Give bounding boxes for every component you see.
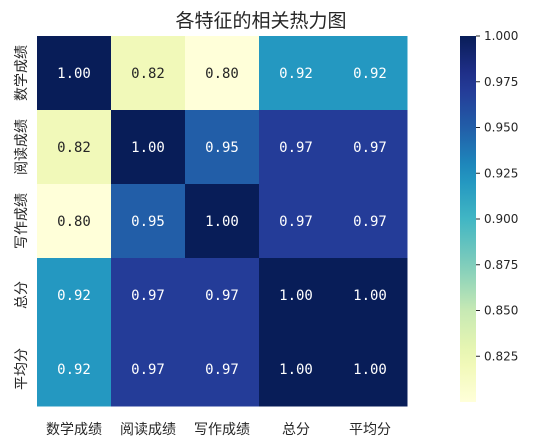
- y-tick-label: 写作成绩: [14, 193, 30, 249]
- heatmap-cell-r1-c4: [333, 110, 408, 185]
- y-tick-label: 总分: [14, 281, 30, 309]
- cell-value-label: 0.92: [279, 66, 313, 82]
- x-tick-label: 阅读成绩: [120, 421, 176, 438]
- cell-value-label: 0.97: [205, 362, 239, 378]
- heatmap-cell-r0-c0: [37, 36, 112, 111]
- heatmap-cell-r4-c1: [111, 332, 186, 407]
- colorbar-ticks: 0.825 0.850 0.875 0.900 0.925 0.950 0.975 1.000: [476, 29, 518, 363]
- cell-value-label: 0.82: [131, 66, 165, 82]
- colorbar-tick-label: 0.900: [484, 212, 518, 226]
- x-tick-label: 写作成绩: [194, 422, 250, 438]
- cell-value-label: 0.97: [279, 214, 313, 230]
- y-tick-label: 阅读成绩: [13, 119, 30, 175]
- cell-value-label: 0.97: [205, 288, 239, 304]
- cell-value-label: 0.82: [57, 140, 91, 156]
- x-tick-label: 数学成绩: [46, 422, 102, 438]
- colorbar-gradient: [460, 36, 476, 402]
- heatmap-cell-r2-c2: [185, 184, 260, 259]
- y-tick-label: 平均分: [14, 348, 30, 390]
- cell-value-label: 1.00: [279, 288, 313, 304]
- colorbar-tick-label: 0.825: [484, 349, 518, 363]
- heatmap-cell-r4-c0: [37, 332, 112, 407]
- colorbar: 0.825 0.850 0.875 0.900 0.925 0.950 0.975 1.000: [460, 29, 518, 402]
- cell-value-label: 0.92: [57, 288, 91, 304]
- colorbar-tick-label: 0.950: [484, 121, 518, 135]
- heatmap-cell-r1-c2: [185, 110, 260, 185]
- cell-value-label: 0.97: [131, 362, 165, 378]
- cell-value-label: 1.00: [279, 362, 313, 378]
- colorbar-tick-label: 1.000: [484, 29, 518, 43]
- heatmap-cell-r3-c1: [111, 258, 186, 333]
- heatmap-cell-r0-c4: [333, 36, 408, 111]
- heatmap-cell-r2-c4: [333, 184, 408, 259]
- cell-value-label: 1.00: [57, 66, 91, 82]
- chart-title: 各特征的相关热力图: [175, 10, 346, 32]
- heatmap-cell-r4-c3: [259, 332, 334, 407]
- x-tick-label: 平均分: [349, 422, 391, 438]
- cell-value-label: 0.97: [131, 288, 165, 304]
- cell-value-label: 0.97: [353, 214, 387, 230]
- cell-value-label: 1.00: [131, 140, 165, 156]
- heatmap-cell-r1-c1: [111, 110, 186, 185]
- heatmap-cell-r3-c3: [259, 258, 334, 333]
- x-tick-label: 总分: [282, 422, 310, 438]
- cell-value-label: 1.00: [353, 362, 387, 378]
- x-axis: 数学成绩 阅读成绩 写作成绩 总分 平均分: [46, 421, 391, 438]
- cell-value-label: 0.97: [353, 140, 387, 156]
- cell-value-label: 0.80: [57, 214, 91, 230]
- heatmap-cell-r2-c0: [37, 184, 112, 259]
- heatmap-cell-r0-c1: [111, 36, 186, 111]
- y-tick-label: 数学成绩: [14, 45, 30, 101]
- heatmap-cells: 1.00 0.82 0.80 0.92 0.92 0.82 1.00 0.95 0.97 0.97…: [37, 36, 408, 407]
- heatmap-cell-r1-c3: [259, 110, 334, 185]
- cell-value-label: 0.92: [57, 362, 91, 378]
- heatmap-cell-r3-c4: [333, 258, 408, 333]
- colorbar-tick-label: 0.925: [484, 166, 518, 180]
- colorbar-tick-label: 0.875: [484, 258, 518, 272]
- heatmap-cell-r2-c3: [259, 184, 334, 259]
- heatmap-cell-r2-c1: [111, 184, 186, 259]
- colorbar-tick-label: 0.850: [484, 304, 518, 318]
- cell-value-label: 1.00: [353, 288, 387, 304]
- heatmap-cell-r4-c2: [185, 332, 260, 407]
- colorbar-tick-label: 0.975: [484, 75, 518, 89]
- heatmap-cell-r1-c0: [37, 110, 112, 185]
- cell-value-label: 0.92: [353, 66, 387, 82]
- heatmap-cell-r4-c4: [333, 332, 408, 407]
- heatmap-cell-r0-c3: [259, 36, 334, 111]
- cell-value-label: 0.80: [205, 66, 239, 82]
- heatmap-cell-r0-c2: [185, 36, 260, 111]
- cell-value-label: 0.97: [279, 140, 313, 156]
- cell-value-label: 1.00: [205, 214, 239, 230]
- heatmap-cell-r3-c0: [37, 258, 112, 333]
- cell-value-label: 0.95: [131, 214, 165, 230]
- heatmap-cell-r3-c2: [185, 258, 260, 333]
- cell-value-label: 0.95: [205, 140, 239, 156]
